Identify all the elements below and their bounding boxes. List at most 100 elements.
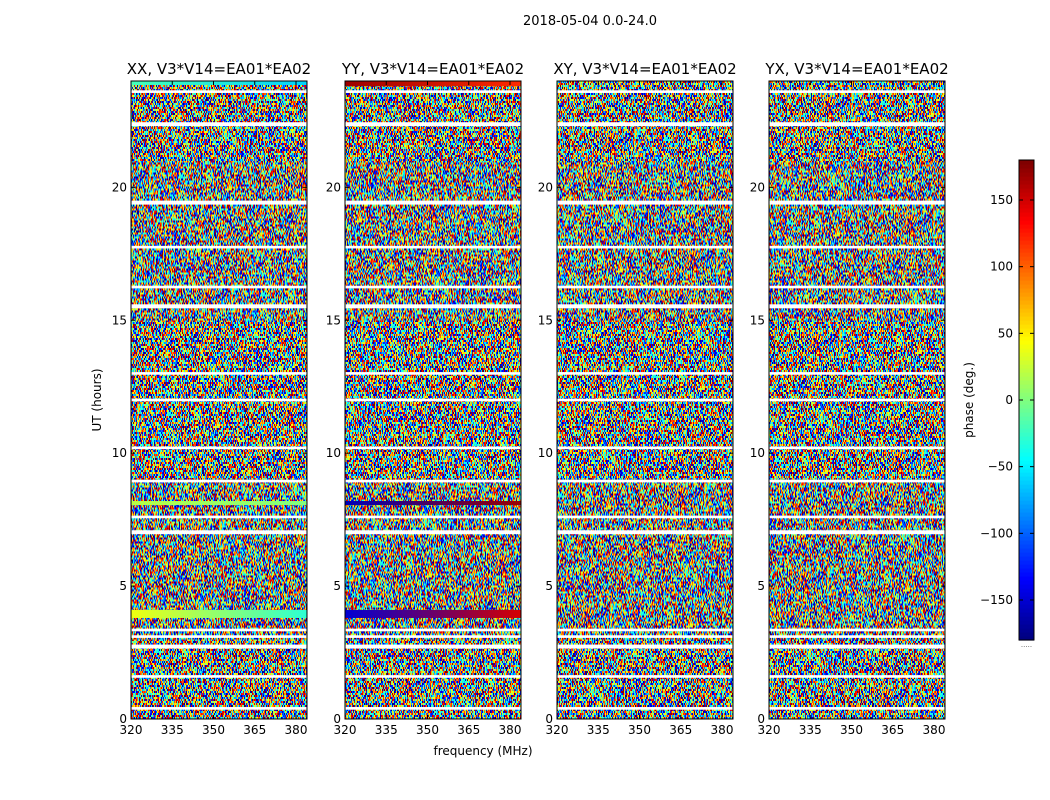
- colorbar-segment: [1019, 580, 1034, 585]
- colorbar-segment: [1019, 384, 1034, 389]
- colorbar-segment: [1019, 308, 1034, 313]
- colorbar-segment: [1019, 300, 1034, 305]
- colorbar-segment: [1019, 428, 1034, 433]
- colorbar-tick-label: 0: [1005, 393, 1013, 407]
- x-tick-label: 365: [669, 723, 692, 737]
- colorbar-segment: [1019, 528, 1034, 533]
- panel-2-flag-gap: [557, 372, 733, 375]
- colorbar-segment: [1019, 268, 1034, 273]
- colorbar-segment: [1019, 572, 1034, 577]
- colorbar-segment: [1019, 196, 1034, 201]
- y-tick-label: 5: [757, 579, 765, 593]
- y-tick-label: 10: [750, 446, 765, 460]
- colorbar-segment: [1019, 356, 1034, 361]
- panel-2-flag-gap: [557, 398, 733, 402]
- colorbar-segment: [1019, 200, 1034, 205]
- colorbar-segment: [1019, 224, 1034, 229]
- colorbar-segment: [1019, 304, 1034, 309]
- colorbar-segment: [1019, 236, 1034, 241]
- colorbar-segment: [1019, 360, 1034, 365]
- y-tick-label: 20: [112, 180, 127, 194]
- colorbar-segment: [1019, 524, 1034, 529]
- colorbar-segment: [1019, 372, 1034, 377]
- panel-0-flag-gap: [131, 372, 307, 375]
- colorbar-segment: [1019, 232, 1034, 237]
- panel-2-flag-gap: [557, 479, 733, 483]
- colorbar-segment: [1019, 480, 1034, 485]
- colorbar-segment: [1019, 604, 1034, 609]
- panel-0-flag-gap: [131, 628, 307, 632]
- colorbar-segment: [1019, 628, 1034, 633]
- colorbar-segment: [1019, 408, 1034, 413]
- panel-2-flag-gap: [557, 285, 733, 289]
- panel-0-coherent-band: [131, 501, 307, 506]
- panel-1-title: YY, V3*V14=EA01*EA02: [341, 60, 524, 78]
- colorbar-segment: [1019, 292, 1034, 297]
- x-tick-label: 335: [587, 723, 610, 737]
- x-tick-label: 350: [628, 723, 651, 737]
- colorbar-segment: [1019, 240, 1034, 245]
- colorbar-segment: [1019, 548, 1034, 553]
- panel-3-flag-gap: [769, 515, 945, 519]
- colorbar-segment: [1019, 568, 1034, 573]
- colorbar-segment: [1019, 632, 1034, 637]
- colorbar-segment: [1019, 348, 1034, 353]
- colorbar-segment: [1019, 476, 1034, 481]
- colorbar-segment: [1019, 340, 1034, 345]
- colorbar-segment: [1019, 560, 1034, 565]
- panel-1-flag-gap: [345, 90, 521, 93]
- panel-0-flag-gap: [131, 398, 307, 402]
- panel-1-flag-gap: [345, 285, 521, 289]
- panel-1-flag-gap: [345, 675, 521, 678]
- colorbar-segment: [1019, 344, 1034, 349]
- x-tick-label: 380: [285, 723, 308, 737]
- colorbar-segment: [1019, 208, 1034, 213]
- colorbar-segment: [1019, 396, 1034, 401]
- y-tick-label: 15: [750, 313, 765, 327]
- colorbar-segment: [1019, 432, 1034, 437]
- colorbar-segment: [1019, 376, 1034, 381]
- colorbar-segment: [1019, 536, 1034, 541]
- x-tick-label: 365: [457, 723, 480, 737]
- colorbar-segment: [1019, 216, 1034, 221]
- panel-0-flag-gap: [131, 446, 307, 450]
- panel-0-flag-gap: [131, 635, 307, 638]
- panel-3-flag-gap: [769, 398, 945, 402]
- colorbar-segment: [1019, 324, 1034, 329]
- y-tick-label: 10: [326, 446, 341, 460]
- colorbar-segment: [1019, 204, 1034, 209]
- colorbar-segment: [1019, 280, 1034, 285]
- panel-3-flag-gap: [769, 635, 945, 638]
- panel-1-flag-gap: [345, 707, 521, 710]
- panel-2-frame: [556, 80, 734, 720]
- colorbar-segment: [1019, 188, 1034, 193]
- panel-0-flag-gap: [131, 479, 307, 483]
- panel-1-flag-gap: [345, 372, 521, 375]
- x-tick-label: 320: [120, 723, 143, 737]
- colorbar-segment: [1019, 504, 1034, 509]
- panel-0-flag-gap: [131, 285, 307, 289]
- colorbar-segment: [1019, 252, 1034, 257]
- panel-3-flag-gap: [769, 446, 945, 450]
- x-tick-label: 335: [161, 723, 184, 737]
- colorbar-segment: [1019, 388, 1034, 393]
- y-tick-label: 10: [112, 446, 127, 460]
- panel-1-flag-gap: [345, 398, 521, 402]
- panel-0-flag-gap: [131, 515, 307, 519]
- panel-1-flag-gap: [345, 644, 521, 649]
- colorbar-segment: [1019, 332, 1034, 337]
- panel-2-flag-gap: [557, 707, 733, 710]
- y-tick-label: 0: [757, 712, 765, 726]
- colorbar-segment: [1019, 452, 1034, 457]
- colorbar-segment: [1019, 412, 1034, 417]
- y-tick-label: 0: [333, 712, 341, 726]
- colorbar-segment: [1019, 336, 1034, 341]
- colorbar-segment: [1019, 180, 1034, 185]
- panel-3-flag-gap: [769, 479, 945, 483]
- colorbar-tick-label: 100: [990, 260, 1013, 274]
- colorbar-segment: [1019, 192, 1034, 197]
- colorbar-segment: [1019, 552, 1034, 557]
- panel-2-flag-gap: [557, 515, 733, 519]
- colorbar-segment: [1019, 284, 1034, 289]
- colorbar-segment: [1019, 520, 1034, 525]
